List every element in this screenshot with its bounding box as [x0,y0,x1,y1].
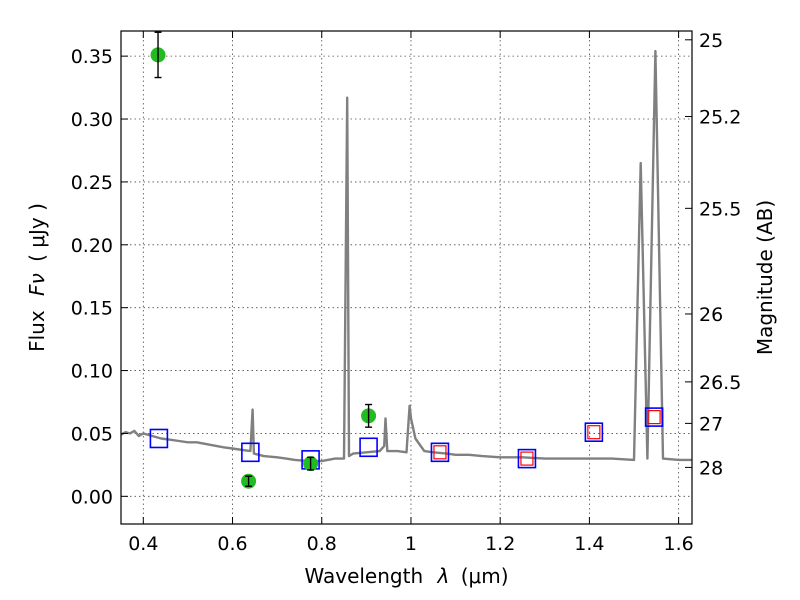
model-box-marker [359,437,378,458]
y2-tick-label: 27 [699,413,723,435]
ticks: 0.4 0.6 0.8 1 1.2 1.4 1.6 0.00 0.05 0.10 0.15 0.20 0… [71,30,742,555]
y-axis-label-unit: ( μJy ) [25,203,49,262]
model-box-marker [584,422,604,442]
y2-tick-label: 28 [699,457,723,479]
y-tick-label: 0.10 [71,361,113,383]
model-box-marker [644,407,664,427]
y-tick-label: 0.20 [71,235,113,257]
x-tick-label: 0.4 [128,533,158,555]
model-box-inner-marker [647,409,661,425]
x-tick-label: 1 [405,533,417,555]
x-axis-label-text: Wavelength [304,564,423,588]
y-tick-label: 0.30 [71,109,113,131]
y-axis-label-symbol: Fν [25,273,49,296]
y2-tick-label: 26.5 [699,372,741,394]
y-axis-label: Flux Fν ( μJy ) [25,203,49,352]
model-box-marker [517,448,537,469]
model-box-inner-marker [587,425,601,440]
plot-area [121,31,692,489]
y-tick-label: 0.05 [71,423,113,445]
y2-tick-label: 26 [699,304,723,326]
y2-tick-label: 25 [699,30,723,52]
model-box-marker [430,442,450,463]
x-tick-label: 1.2 [485,533,515,555]
y-tick-label: 0.15 [71,298,113,320]
model-box-inner-marker [433,445,447,460]
model-box-marker [149,428,169,449]
y2-tick-label: 25.2 [699,107,741,129]
x-tick-label: 1.4 [574,533,604,555]
x-axis-label-symbol: λ [437,564,450,588]
y-tick-label: 0.35 [71,46,113,68]
y-tick-label: 0.25 [71,172,113,194]
x-axis-label: Wavelength λ (μm) [304,564,508,588]
y-tick-label: 0.00 [71,486,113,508]
grid [121,31,692,524]
x-axis-label-unit: (μm) [461,564,509,588]
x-tick-label: 0.8 [307,533,337,555]
model-box-marker [241,442,260,463]
model-box-inner-marker [520,451,534,466]
plot-frame [120,30,693,525]
x-tick-label: 0.6 [217,533,247,555]
y2-tick-label: 25.5 [699,198,741,220]
x-tick-label: 1.6 [664,533,694,555]
y-axis-label-text: Flux [25,310,49,352]
spectrum-line [121,49,692,463]
y2-axis-label: Magnitude (AB) [753,200,777,355]
